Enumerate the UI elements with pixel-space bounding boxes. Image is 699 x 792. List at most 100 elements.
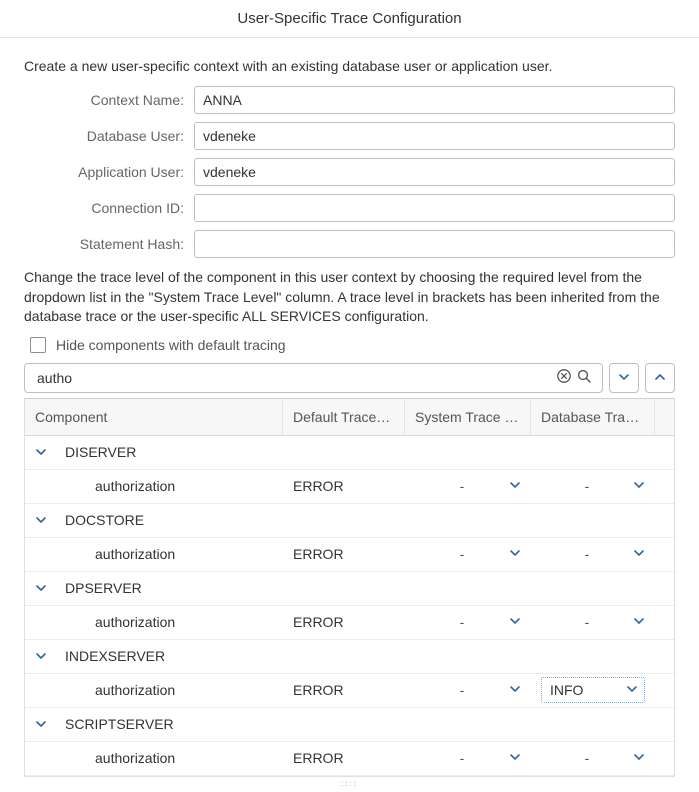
trace-level-select[interactable]: - <box>415 478 521 494</box>
table-row: authorizationERROR-- <box>25 538 674 572</box>
table-header: Component Default Trace L… System Trace … <box>25 399 674 436</box>
component-name: authorization <box>35 750 175 766</box>
dialog-title: User-Specific Trace Configuration <box>0 0 699 38</box>
table-row: authorizationERROR-- <box>25 742 674 776</box>
trace-level-value: INFO <box>550 682 626 698</box>
group-name: DPSERVER <box>59 580 142 596</box>
dialog-content: Create a new user-specific context with … <box>0 38 699 792</box>
trace-level-select[interactable]: - <box>415 614 521 630</box>
input-statement-hash[interactable] <box>194 230 675 258</box>
trace-level-select[interactable]: - <box>415 750 521 766</box>
collapse-all-button[interactable] <box>645 363 675 393</box>
chevron-down-icon <box>618 370 630 386</box>
chevron-down-icon <box>633 546 645 562</box>
search-input[interactable] <box>35 369 554 387</box>
input-context-name[interactable] <box>194 86 675 114</box>
row-application-user: Application User: <box>24 158 675 186</box>
search-box <box>24 363 603 393</box>
search-icon <box>576 368 592 387</box>
table-group-row[interactable]: INDEXSERVER <box>25 640 674 674</box>
chevron-down-icon <box>509 546 521 562</box>
table-group-row[interactable]: DISERVER <box>25 436 674 470</box>
default-trace-cell: ERROR <box>283 674 405 707</box>
trace-level-value: - <box>415 614 509 630</box>
chevron-down-icon <box>35 718 51 730</box>
chevron-down-icon <box>35 650 51 662</box>
chevron-down-icon <box>509 614 521 630</box>
trace-level-value: - <box>415 478 509 494</box>
trace-level-select[interactable]: - <box>415 546 521 562</box>
trace-level-value: - <box>541 478 633 494</box>
expand-all-button[interactable] <box>609 363 639 393</box>
component-name: authorization <box>35 614 175 630</box>
intro-text: Create a new user-specific context with … <box>24 58 675 74</box>
group-name: DISERVER <box>59 444 136 460</box>
default-trace-cell: ERROR <box>283 538 405 571</box>
input-database-user[interactable] <box>194 122 675 150</box>
chevron-down-icon <box>35 582 51 594</box>
trace-level-select[interactable]: - <box>541 614 645 630</box>
clear-search-button[interactable] <box>554 368 574 388</box>
component-name: authorization <box>35 682 175 698</box>
trace-level-select[interactable]: INFO <box>541 677 645 703</box>
chevron-down-icon <box>509 682 521 698</box>
trace-level-value: - <box>541 614 633 630</box>
row-database-user: Database User: <box>24 122 675 150</box>
chevron-down-icon <box>509 750 521 766</box>
trace-level-value: - <box>541 750 633 766</box>
trace-level-select[interactable]: - <box>541 478 645 494</box>
trace-level-instructions: Change the trace level of the component … <box>24 268 675 327</box>
trace-level-value: - <box>415 682 509 698</box>
row-statement-hash: Statement Hash: <box>24 230 675 258</box>
trace-level-value: - <box>541 546 633 562</box>
label-statement-hash: Statement Hash: <box>24 236 194 252</box>
col-database-trace[interactable]: Database Trac… <box>531 399 655 435</box>
group-name: DOCSTORE <box>59 512 144 528</box>
clear-icon <box>556 368 572 387</box>
chevron-up-icon <box>654 370 666 386</box>
table-group-row[interactable]: SCRIPTSERVER <box>25 708 674 742</box>
group-name: INDEXSERVER <box>59 648 165 664</box>
row-connection-id: Connection ID: <box>24 194 675 222</box>
chevron-down-icon <box>633 478 645 494</box>
trace-level-select[interactable]: - <box>415 682 521 698</box>
row-context-name: Context Name: <box>24 86 675 114</box>
chevron-down-icon <box>35 446 51 458</box>
resize-handle[interactable]: :::: <box>24 777 675 792</box>
label-application-user: Application User: <box>24 164 194 180</box>
hide-default-tracing-label: Hide components with default tracing <box>56 337 286 353</box>
table-row: authorizationERROR-- <box>25 606 674 640</box>
table-body: DISERVERauthorizationERROR--DOCSTOREauth… <box>25 436 674 776</box>
chevron-down-icon <box>626 682 638 698</box>
input-connection-id[interactable] <box>194 194 675 222</box>
col-default-trace[interactable]: Default Trace L… <box>283 399 405 435</box>
default-trace-cell: ERROR <box>283 742 405 775</box>
col-system-trace[interactable]: System Trace L… <box>405 399 531 435</box>
label-connection-id: Connection ID: <box>24 200 194 216</box>
trace-level-value: - <box>415 750 509 766</box>
trace-level-select[interactable]: - <box>541 546 645 562</box>
hide-default-tracing-checkbox[interactable] <box>30 337 46 353</box>
component-name: authorization <box>35 546 175 562</box>
group-name: SCRIPTSERVER <box>59 716 174 732</box>
default-trace-cell: ERROR <box>283 470 405 503</box>
trace-table: Component Default Trace L… System Trace … <box>24 398 675 777</box>
hide-default-tracing-row: Hide components with default tracing <box>24 337 675 353</box>
table-row: authorization ERROR- INFO <box>25 674 674 708</box>
trace-level-select[interactable]: - <box>541 750 645 766</box>
chevron-down-icon <box>633 614 645 630</box>
table-group-row[interactable]: DPSERVER <box>25 572 674 606</box>
chevron-down-icon <box>509 478 521 494</box>
trace-level-value: - <box>415 546 509 562</box>
label-database-user: Database User: <box>24 128 194 144</box>
default-trace-cell: ERROR <box>283 606 405 639</box>
table-row: authorizationERROR-- <box>25 470 674 504</box>
input-application-user[interactable] <box>194 158 675 186</box>
search-toolbar <box>24 363 675 393</box>
search-button[interactable] <box>574 368 594 388</box>
table-group-row[interactable]: DOCSTORE <box>25 504 674 538</box>
col-component[interactable]: Component <box>25 399 283 435</box>
chevron-down-icon <box>633 750 645 766</box>
chevron-down-icon <box>35 514 51 526</box>
label-context-name: Context Name: <box>24 92 194 108</box>
